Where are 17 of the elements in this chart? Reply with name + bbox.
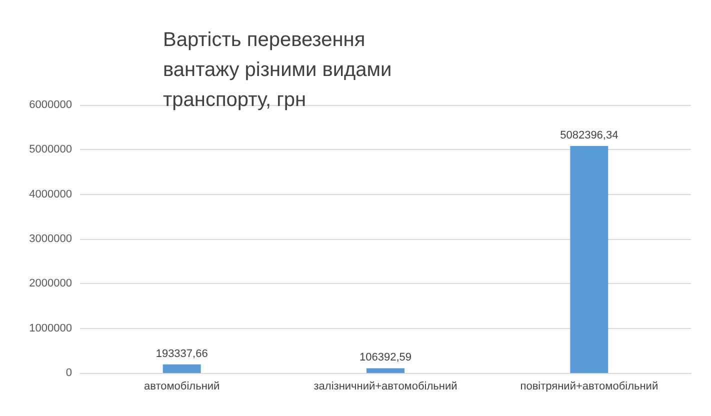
y-tick-label: 1000000: [29, 322, 72, 334]
y-tick-label: 4000000: [29, 188, 72, 200]
data-label: 193337,66: [156, 348, 208, 360]
bar: [366, 368, 404, 373]
data-label: 106392,59: [360, 352, 412, 364]
x-tick-label: залізничний+автомобільний: [314, 380, 458, 392]
y-tick-label: 0: [66, 367, 72, 379]
bar: [162, 364, 201, 373]
y-tick-label: 6000000: [29, 99, 72, 111]
y-tick-label: 2000000: [29, 278, 72, 290]
data-label: 5082396,34: [560, 129, 618, 142]
x-tick-label: автомобільний: [144, 380, 220, 392]
y-tick-label: 3000000: [29, 233, 72, 245]
chart-title: Вартість перевезення вантажу різними видами транспорту, грн: [163, 29, 398, 111]
x-tick-label: повітряний+автомобільний: [520, 380, 658, 392]
bar: [570, 146, 608, 373]
y-tick-label: 5000000: [29, 144, 72, 156]
